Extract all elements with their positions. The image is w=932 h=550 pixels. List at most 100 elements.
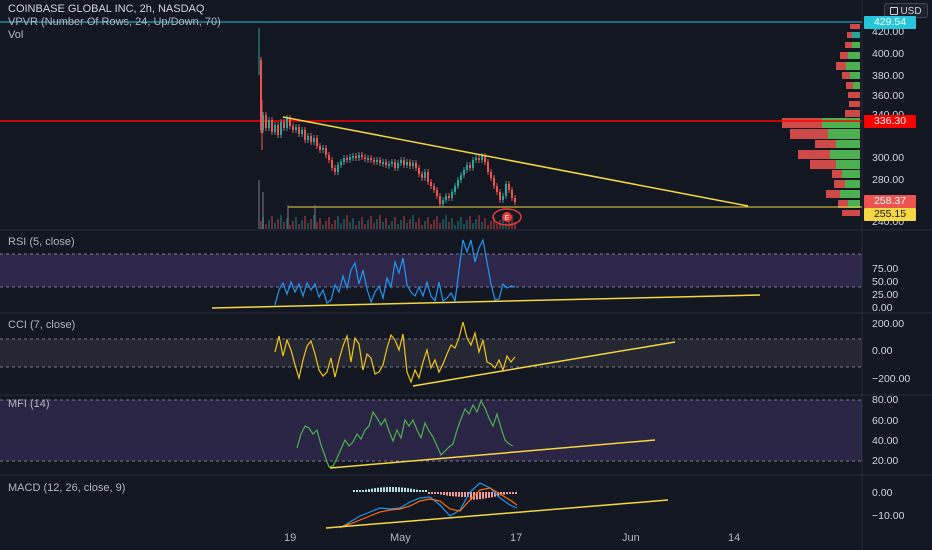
macd-hist-bar <box>506 492 508 495</box>
candle <box>475 158 477 160</box>
rsi-title[interactable]: RSI (5, close) <box>8 236 75 248</box>
volume-bar <box>343 219 345 229</box>
candle <box>331 160 333 168</box>
macd-hist-bar <box>428 492 430 494</box>
x-tick: Jun <box>622 532 640 544</box>
macd-hist-bar <box>356 490 358 492</box>
volume-bar <box>301 220 303 229</box>
macd-hist-bar <box>371 488 373 492</box>
current-price-label: 336.30 <box>864 115 916 128</box>
macd-hist-bar <box>377 487 379 492</box>
macd-hist-bar <box>503 492 505 495</box>
rsi-tick: 25.00 <box>872 289 899 301</box>
volume-bar <box>514 222 516 229</box>
candle <box>364 157 366 159</box>
candle <box>493 178 495 186</box>
candle <box>409 162 411 166</box>
candle <box>394 162 396 168</box>
macd-hist-bar <box>497 492 499 497</box>
candle <box>490 172 492 178</box>
volume-bar <box>454 225 456 229</box>
cci-trendline <box>412 341 676 387</box>
candle <box>421 174 423 178</box>
mfi-trendline <box>329 439 656 469</box>
macd-hist-bar <box>368 489 370 492</box>
candle <box>343 158 345 162</box>
candle <box>433 186 435 190</box>
macd-hist-bar <box>470 492 472 500</box>
volume-bar <box>379 215 381 229</box>
candle <box>412 163 414 166</box>
candle <box>403 160 405 165</box>
volume-bar <box>295 217 297 229</box>
candle <box>337 165 339 172</box>
candle <box>382 162 384 164</box>
volume-bars <box>258 180 516 229</box>
macd-hist-bar <box>383 487 385 492</box>
candle <box>301 130 303 134</box>
mfi-tick: 60.00 <box>872 415 899 427</box>
candle <box>436 190 438 196</box>
y-tick: 400.00 <box>872 48 905 60</box>
macd-hist-bar <box>419 490 421 492</box>
macd-hist-bar <box>359 490 361 492</box>
y-tick: 300.00 <box>872 152 905 164</box>
candle <box>505 184 507 196</box>
volume-bar <box>469 216 471 229</box>
volume-bar <box>310 219 312 229</box>
candle <box>400 160 402 163</box>
candle <box>418 168 420 174</box>
macd-hist-bar <box>500 492 502 496</box>
candle <box>391 162 393 164</box>
cci-tick: −200.00 <box>872 373 911 385</box>
candle <box>469 165 471 168</box>
candle <box>310 136 312 142</box>
macd-hist-bar <box>446 492 448 496</box>
volume-bar <box>319 218 321 229</box>
candle <box>430 182 432 186</box>
candle <box>307 136 309 140</box>
mfi-title[interactable]: MFI (14) <box>8 398 50 410</box>
volume-bar <box>328 217 330 229</box>
cci-title[interactable]: CCI (7, close) <box>8 319 76 331</box>
volume-bar <box>397 224 399 229</box>
rsi-trendline <box>211 294 761 309</box>
candle <box>487 162 489 172</box>
candle <box>313 138 315 142</box>
macd-hist-bar <box>404 487 406 492</box>
candle <box>406 162 408 165</box>
volume-bar <box>403 216 405 229</box>
volume-bar <box>475 219 477 229</box>
macd-hist-bar <box>374 488 376 492</box>
candle <box>370 158 372 160</box>
candle <box>502 196 504 200</box>
volume-bar <box>382 222 384 229</box>
candle <box>260 60 262 130</box>
candle <box>448 196 450 198</box>
candle <box>295 127 297 130</box>
candle <box>499 192 501 200</box>
vpvr-label[interactable]: VPVR (Number Of Rows, 24, Up/Down, 70) <box>8 16 221 28</box>
volume-bar <box>289 225 291 229</box>
volume-bar <box>325 221 327 229</box>
mfi-line <box>296 399 514 468</box>
volume-bar <box>322 225 324 229</box>
symbol-title[interactable]: COINBASE GLOBAL INC, 2h, NASDAQ <box>8 3 205 15</box>
macd-title[interactable]: MACD (12, 26, close, 9) <box>8 482 126 494</box>
macd-hist-bar <box>386 487 388 492</box>
volume-label[interactable]: Vol <box>8 29 24 41</box>
macd-hist-bar <box>401 487 403 492</box>
candle <box>445 196 447 200</box>
volume-bar <box>262 192 264 229</box>
volume-bar <box>463 224 465 229</box>
candle <box>439 196 441 204</box>
candle <box>292 126 294 130</box>
volume-bar <box>481 222 483 229</box>
macd-hist-bar <box>455 492 457 497</box>
rsi-line <box>274 238 516 306</box>
earnings-marker[interactable]: E <box>492 208 522 226</box>
volume-bar <box>287 205 289 229</box>
candle <box>457 180 459 186</box>
volume-bar <box>412 215 414 229</box>
